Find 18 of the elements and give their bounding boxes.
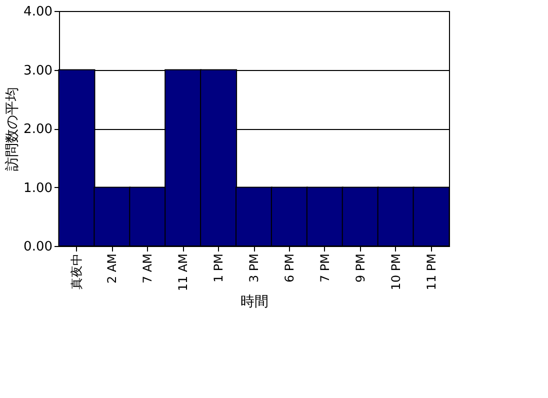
x-tick-label: 9 PM	[353, 254, 368, 283]
y-tick-label: 2.00	[24, 122, 52, 137]
y-tick-label: 1.00	[24, 180, 52, 196]
y-tick-label: 4.00	[24, 4, 52, 20]
y-tick-label: 3.00	[24, 63, 52, 78]
y-tick-label: 0.00	[24, 240, 52, 254]
x-tick-label: 6 PM	[282, 254, 296, 283]
x-tick-label: 3 PM	[247, 254, 261, 283]
x-tick-label: 真夜中	[70, 254, 84, 290]
y-axis-title: 訪問数の平均	[4, 87, 21, 171]
x-tick-label: 2 AM	[105, 254, 120, 284]
x-tick-label: 11 AM	[176, 254, 190, 292]
x-tick-label: 1 PM	[212, 254, 226, 283]
x-tick-label: 7 AM	[140, 254, 155, 284]
x-tick-label: 10 PM	[388, 254, 403, 290]
x-tick-label: 11 PM	[424, 254, 438, 290]
x-axis-title: 時間	[240, 294, 268, 310]
x-tick-label: 7 PM	[318, 254, 332, 283]
